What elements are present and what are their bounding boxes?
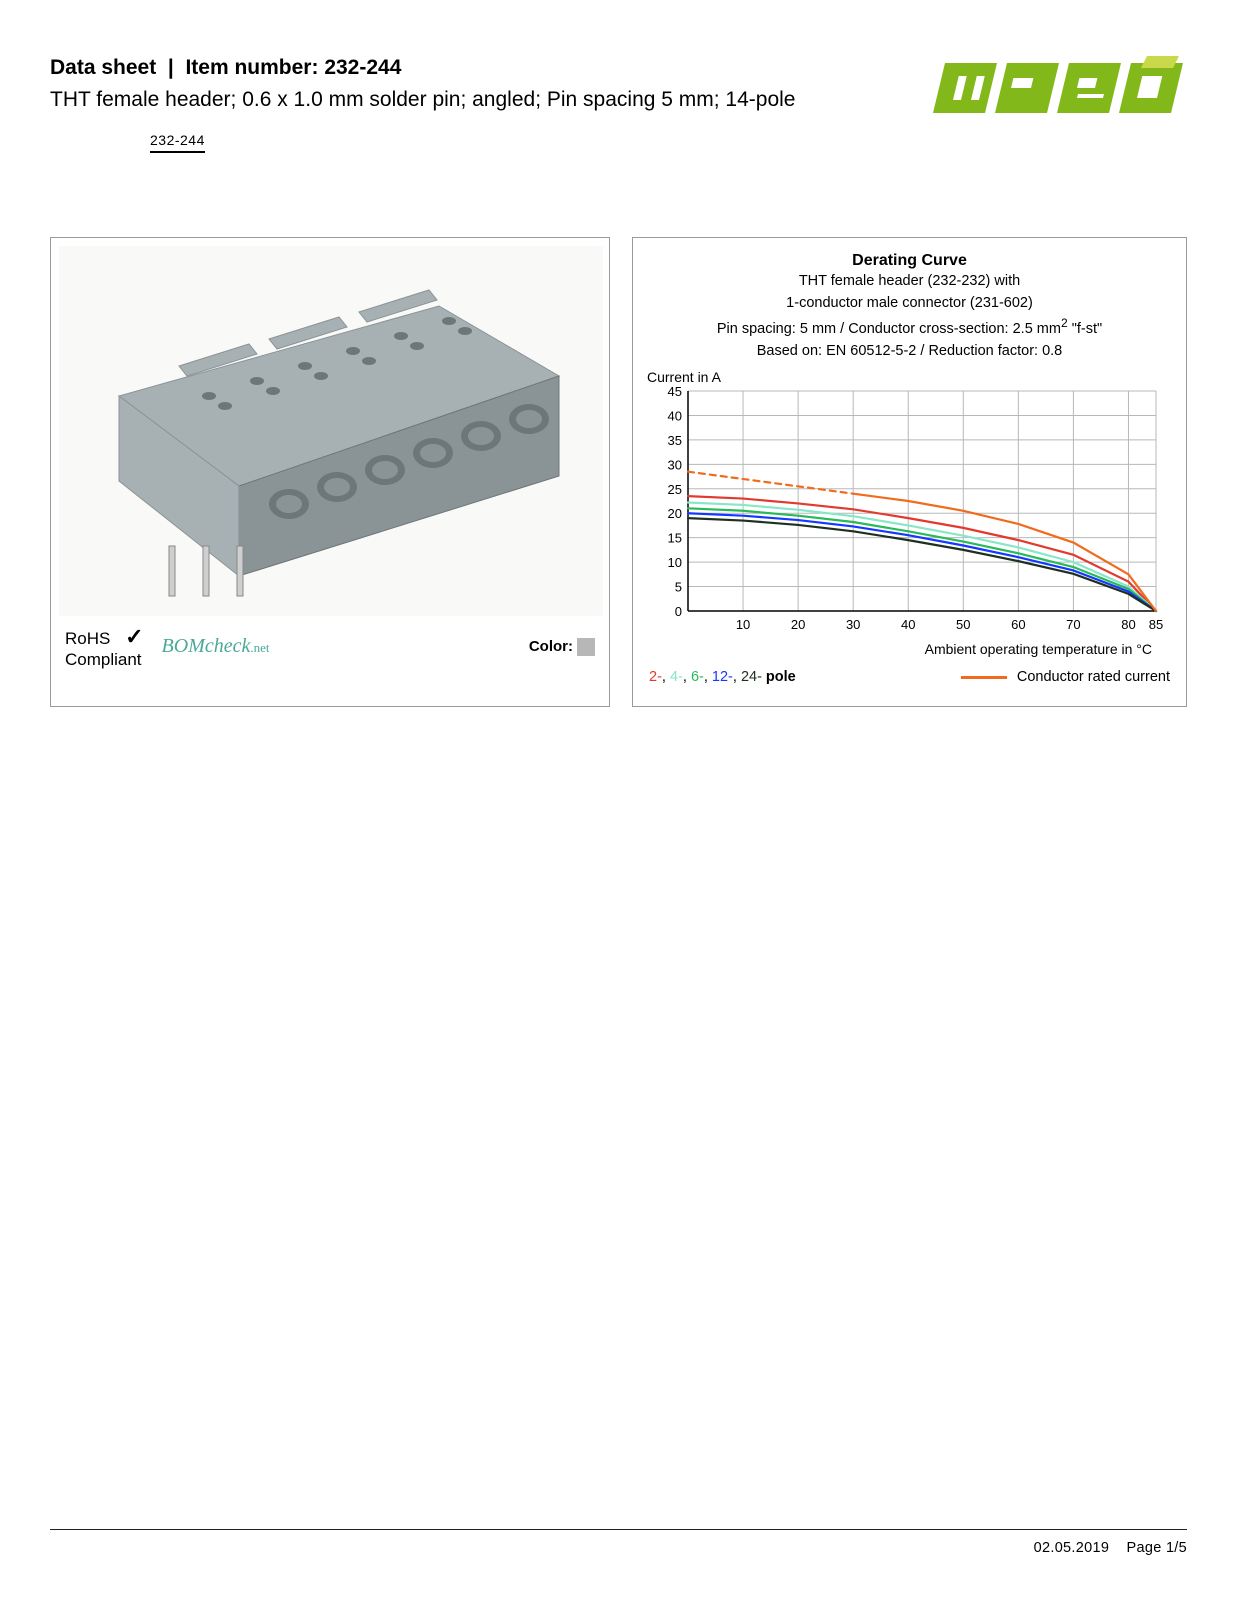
- item-label: Item number:: [185, 56, 318, 79]
- svg-text:40: 40: [667, 409, 681, 424]
- svg-text:50: 50: [956, 617, 970, 632]
- page-footer: 02.05.2019 Page 1/5: [50, 1529, 1187, 1556]
- svg-text:60: 60: [1011, 617, 1025, 632]
- svg-text:85: 85: [1148, 617, 1162, 632]
- bomcheck-suffix: .net: [250, 640, 269, 655]
- chart-subtitle-3: Pin spacing: 5 mm / Conductor cross-sect…: [643, 315, 1176, 339]
- bomcheck-logo: BOMcheck.net: [162, 635, 270, 658]
- svg-text:25: 25: [667, 482, 681, 497]
- svg-text:45: 45: [667, 387, 681, 399]
- rohs-text: RoHS: [65, 629, 110, 648]
- derating-curve-chart: 0 5 10 15 20 25 30 35 40 45 10 20 30 40 50 60 70 80 85: [650, 387, 1170, 635]
- title-line: Data sheet | Item number: 232-244: [50, 56, 796, 80]
- svg-text:20: 20: [667, 507, 681, 522]
- legend-pole-item: 4-: [670, 669, 683, 685]
- color-indicator: Color:: [529, 638, 595, 656]
- chart-sub3b: "f-st": [1068, 321, 1102, 337]
- page-container: Data sheet | Item number: 232-244 THT fe…: [0, 0, 1237, 1600]
- product-image-panel: RoHS ✓ Compliant BOMcheck.net Color:: [50, 237, 610, 707]
- compliance-row: RoHS ✓ Compliant BOMcheck.net Color:: [59, 624, 601, 669]
- legend-rated: Conductor rated current: [961, 669, 1170, 685]
- rohs-compliant-label: RoHS ✓ Compliant: [65, 624, 144, 669]
- footer-page: Page 1/5: [1127, 1540, 1187, 1556]
- product-image-area: [59, 246, 601, 616]
- legend-rated-label: Conductor rated current: [1017, 669, 1170, 685]
- svg-text:5: 5: [674, 580, 681, 595]
- legend-rated-line-icon: [961, 676, 1007, 679]
- wago-logo-icon: [927, 56, 1187, 120]
- svg-text:0: 0: [674, 604, 681, 619]
- legend-pole-item: 2-: [649, 669, 662, 685]
- compliant-text: Compliant: [65, 650, 142, 669]
- legend-poles: 2-, 4-, 6-, 12-, 24- pole: [649, 669, 796, 685]
- chart-sub3a: Pin spacing: 5 mm / Conductor cross-sect…: [717, 321, 1061, 337]
- x-axis-title: Ambient operating temperature in °C: [643, 641, 1152, 657]
- y-axis-title: Current in A: [647, 369, 1176, 385]
- logo-container: [927, 56, 1187, 125]
- checkmark-icon: ✓: [125, 624, 143, 649]
- color-swatch-box: [577, 638, 595, 656]
- svg-text:35: 35: [667, 433, 681, 448]
- chart-area: Current in A 0 5 10 15 20 25 30 35 40 45 10 20 30 40 5…: [643, 369, 1176, 657]
- svg-text:30: 30: [845, 617, 859, 632]
- color-label: Color:: [529, 638, 573, 655]
- chart-subtitle-1: THT female header (232-232) with: [643, 272, 1176, 292]
- legend-pole-item: 6-: [691, 669, 704, 685]
- chart-subtitle-4: Based on: EN 60512-5-2 / Reduction facto…: [643, 342, 1176, 362]
- header-row: Data sheet | Item number: 232-244 THT fe…: [50, 56, 1187, 153]
- chart-sub3-exp: 2: [1061, 316, 1068, 330]
- panels-row: RoHS ✓ Compliant BOMcheck.net Color: Der…: [50, 237, 1187, 707]
- chart-subtitle-2: 1-conductor male connector (231-602): [643, 294, 1176, 314]
- chart-legend: 2-, 4-, 6-, 12-, 24- pole Conductor rate…: [643, 669, 1176, 685]
- bomcheck-main: BOMcheck: [162, 635, 251, 657]
- datasheet-label: Data sheet: [50, 56, 156, 79]
- item-badge: 232-244: [150, 132, 205, 153]
- svg-text:10: 10: [735, 617, 749, 632]
- product-subtitle: THT female header; 0.6 x 1.0 mm solder p…: [50, 86, 796, 114]
- svg-text:30: 30: [667, 458, 681, 473]
- legend-pole-item: 24-: [741, 669, 762, 685]
- footer-date: 02.05.2019: [1034, 1540, 1110, 1556]
- svg-text:15: 15: [667, 531, 681, 546]
- product-illustration: [59, 246, 603, 616]
- title-separator: |: [162, 56, 180, 79]
- svg-text:20: 20: [790, 617, 804, 632]
- derating-chart-panel: Derating Curve THT female header (232-23…: [632, 237, 1187, 707]
- header-text-block: Data sheet | Item number: 232-244 THT fe…: [50, 56, 796, 153]
- chart-title: Derating Curve: [643, 252, 1176, 270]
- legend-pole-item: 12-: [712, 669, 733, 685]
- svg-text:80: 80: [1121, 617, 1135, 632]
- svg-text:70: 70: [1066, 617, 1080, 632]
- svg-text:10: 10: [667, 556, 681, 571]
- svg-text:40: 40: [901, 617, 915, 632]
- item-number: 232-244: [324, 56, 401, 79]
